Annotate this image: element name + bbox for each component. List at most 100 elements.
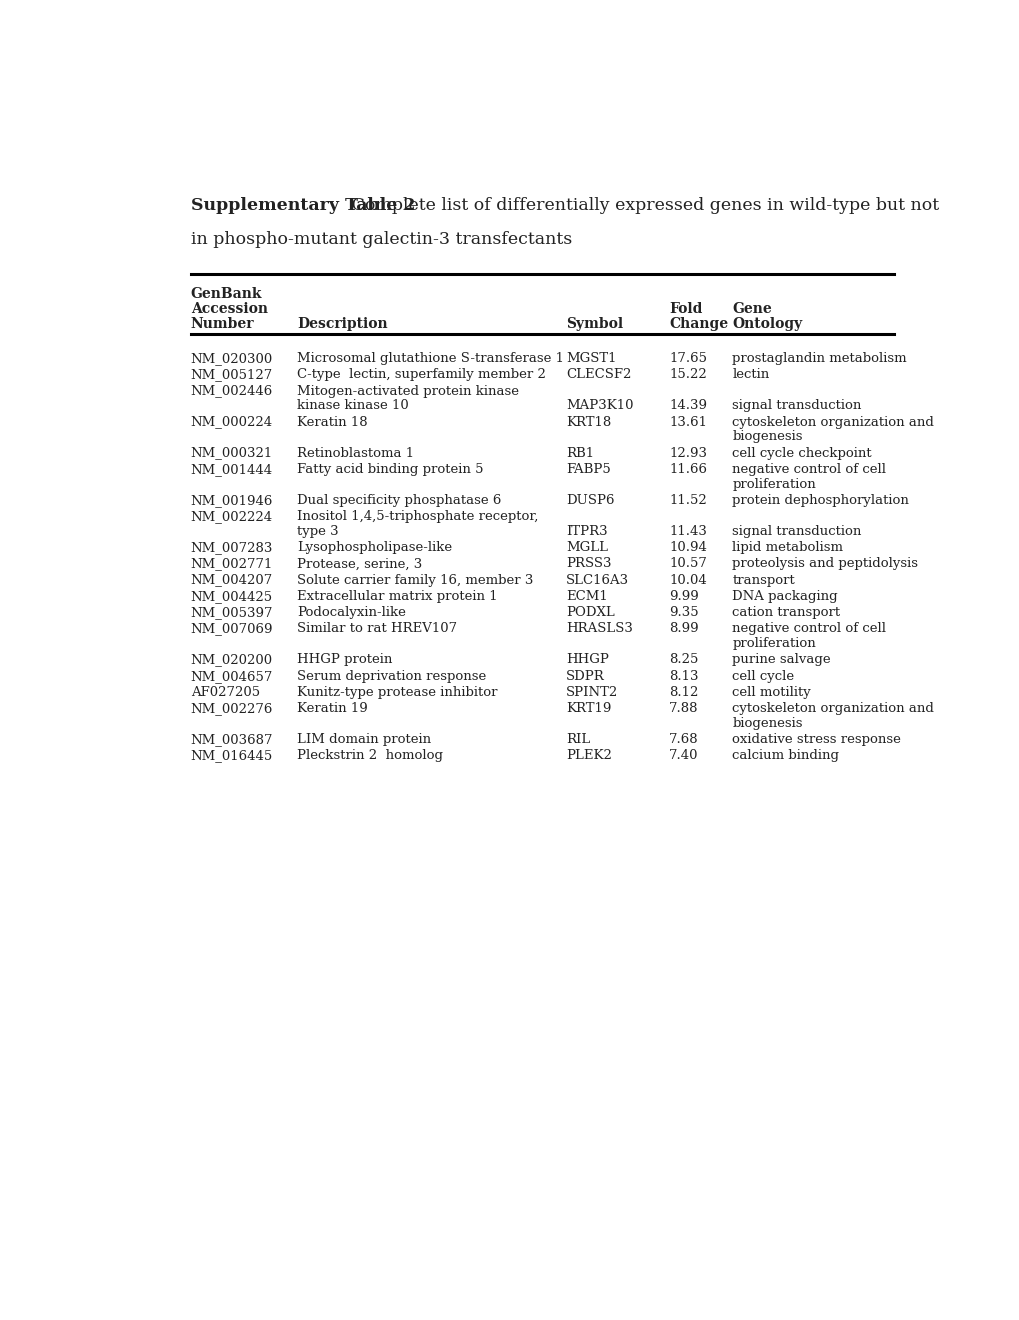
Text: 8.99: 8.99 <box>668 623 698 635</box>
Text: signal transduction: signal transduction <box>732 525 861 537</box>
Text: SDPR: SDPR <box>566 669 604 682</box>
Text: NM_016445: NM_016445 <box>191 750 273 763</box>
Text: DUSP6: DUSP6 <box>566 494 614 507</box>
Text: 7.68: 7.68 <box>668 733 698 746</box>
Text: CLECSF2: CLECSF2 <box>566 368 631 381</box>
Text: HHGP: HHGP <box>566 653 608 667</box>
Text: NM_004657: NM_004657 <box>191 669 273 682</box>
Text: Pleckstrin 2  homolog: Pleckstrin 2 homolog <box>298 750 443 763</box>
Text: MAP3K10: MAP3K10 <box>566 399 633 412</box>
Text: biogenesis: biogenesis <box>732 430 802 444</box>
Text: cell cycle checkpoint: cell cycle checkpoint <box>732 446 871 459</box>
Text: Dual specificity phosphatase 6: Dual specificity phosphatase 6 <box>298 494 501 507</box>
Text: in phospho-mutant galectin-3 transfectants: in phospho-mutant galectin-3 transfectan… <box>191 231 572 248</box>
Text: NM_020200: NM_020200 <box>191 653 273 667</box>
Text: type 3: type 3 <box>298 525 338 537</box>
Text: MGST1: MGST1 <box>566 352 616 366</box>
Text: KRT18: KRT18 <box>566 416 610 429</box>
Text: Lysophospholipase-like: Lysophospholipase-like <box>298 541 452 554</box>
Text: Podocalyxin-like: Podocalyxin-like <box>298 606 406 619</box>
Text: Inositol 1,4,5-triphosphate receptor,: Inositol 1,4,5-triphosphate receptor, <box>298 510 538 523</box>
Text: Keratin 19: Keratin 19 <box>298 702 368 715</box>
Text: proliferation: proliferation <box>732 638 815 651</box>
Text: Extracellular matrix protein 1: Extracellular matrix protein 1 <box>298 590 497 603</box>
Text: ITPR3: ITPR3 <box>566 525 607 537</box>
Text: 8.25: 8.25 <box>668 653 698 667</box>
Text: NM_002771: NM_002771 <box>191 557 273 570</box>
Text: NM_003687: NM_003687 <box>191 733 273 746</box>
Text: purine salvage: purine salvage <box>732 653 830 667</box>
Text: NM_002224: NM_002224 <box>191 510 273 523</box>
Text: NM_001946: NM_001946 <box>191 494 273 507</box>
Text: cytoskeleton organization and: cytoskeleton organization and <box>732 702 933 715</box>
Text: NM_004425: NM_004425 <box>191 590 273 603</box>
Text: Change: Change <box>668 317 728 331</box>
Text: Fatty acid binding protein 5: Fatty acid binding protein 5 <box>298 463 483 475</box>
Text: NM_002446: NM_002446 <box>191 384 273 397</box>
Text: DNA packaging: DNA packaging <box>732 590 837 603</box>
Text: RIL: RIL <box>566 733 590 746</box>
Text: cell motility: cell motility <box>732 686 810 698</box>
Text: RB1: RB1 <box>566 446 594 459</box>
Text: AF027205: AF027205 <box>191 686 260 698</box>
Text: KRT19: KRT19 <box>566 702 611 715</box>
Text: NM_007069: NM_007069 <box>191 623 273 635</box>
Text: lectin: lectin <box>732 368 768 381</box>
Text: cytoskeleton organization and: cytoskeleton organization and <box>732 416 933 429</box>
Text: Complete list of differentially expressed genes in wild-type but not: Complete list of differentially expresse… <box>346 197 938 214</box>
Text: MGLL: MGLL <box>566 541 607 554</box>
Text: 7.40: 7.40 <box>668 750 698 763</box>
Text: negative control of cell: negative control of cell <box>732 463 886 475</box>
Text: NM_000321: NM_000321 <box>191 446 273 459</box>
Text: GenBank: GenBank <box>191 288 262 301</box>
Text: 9.35: 9.35 <box>668 606 698 619</box>
Text: protein dephosphorylation: protein dephosphorylation <box>732 494 908 507</box>
Text: NM_001444: NM_001444 <box>191 463 273 475</box>
Text: NM_005127: NM_005127 <box>191 368 273 381</box>
Text: HRASLS3: HRASLS3 <box>566 623 633 635</box>
Text: biogenesis: biogenesis <box>732 717 802 730</box>
Text: 10.94: 10.94 <box>668 541 706 554</box>
Text: NM_007283: NM_007283 <box>191 541 273 554</box>
Text: Symbol: Symbol <box>566 317 623 331</box>
Text: 15.22: 15.22 <box>668 368 706 381</box>
Text: Ontology: Ontology <box>732 317 802 331</box>
Text: Mitogen-activated protein kinase: Mitogen-activated protein kinase <box>298 384 519 397</box>
Text: signal transduction: signal transduction <box>732 399 861 412</box>
Text: FABP5: FABP5 <box>566 463 610 475</box>
Text: 9.99: 9.99 <box>668 590 698 603</box>
Text: proliferation: proliferation <box>732 478 815 491</box>
Text: Accession: Accession <box>191 302 267 317</box>
Text: NM_004207: NM_004207 <box>191 574 273 586</box>
Text: NM_000224: NM_000224 <box>191 416 273 429</box>
Text: Serum deprivation response: Serum deprivation response <box>298 669 486 682</box>
Text: 8.12: 8.12 <box>668 686 698 698</box>
Text: NM_002276: NM_002276 <box>191 702 273 715</box>
Text: LIM domain protein: LIM domain protein <box>298 733 431 746</box>
Text: Description: Description <box>298 317 387 331</box>
Text: ECM1: ECM1 <box>566 590 607 603</box>
Text: Supplementary Table 2: Supplementary Table 2 <box>191 197 415 214</box>
Text: NM_005397: NM_005397 <box>191 606 273 619</box>
Text: cell cycle: cell cycle <box>732 669 794 682</box>
Text: Gene: Gene <box>732 302 771 317</box>
Text: Kunitz-type protease inhibitor: Kunitz-type protease inhibitor <box>298 686 497 698</box>
Text: 8.13: 8.13 <box>668 669 698 682</box>
Text: 10.57: 10.57 <box>668 557 706 570</box>
Text: C-type  lectin, superfamily member 2: C-type lectin, superfamily member 2 <box>298 368 546 381</box>
Text: HHGP protein: HHGP protein <box>298 653 392 667</box>
Text: 14.39: 14.39 <box>668 399 706 412</box>
Text: cation transport: cation transport <box>732 606 840 619</box>
Text: Retinoblastoma 1: Retinoblastoma 1 <box>298 446 414 459</box>
Text: NM_020300: NM_020300 <box>191 352 273 366</box>
Text: prostaglandin metabolism: prostaglandin metabolism <box>732 352 906 366</box>
Text: Microsomal glutathione S-transferase 1: Microsomal glutathione S-transferase 1 <box>298 352 564 366</box>
Text: PLEK2: PLEK2 <box>566 750 611 763</box>
Text: Number: Number <box>191 317 254 331</box>
Text: SPINT2: SPINT2 <box>566 686 618 698</box>
Text: 11.66: 11.66 <box>668 463 706 475</box>
Text: negative control of cell: negative control of cell <box>732 623 886 635</box>
Text: Protease, serine, 3: Protease, serine, 3 <box>298 557 422 570</box>
Text: 10.04: 10.04 <box>668 574 706 586</box>
Text: Similar to rat HREV107: Similar to rat HREV107 <box>298 623 458 635</box>
